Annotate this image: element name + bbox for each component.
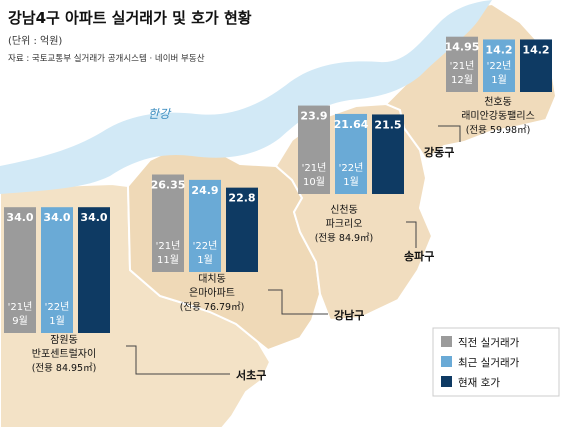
bar-value-label: 22.8 [228, 192, 255, 205]
group-complex-name: 파크리오 [326, 218, 363, 230]
leader-line-songpa [406, 221, 417, 248]
bar-date-label: '21년 [302, 162, 327, 174]
bar-value-label: 26.35 [151, 179, 186, 192]
bar-value-label: 14.95 [445, 41, 480, 54]
group-size-note: (전용 76.79㎡) [180, 302, 245, 313]
bar-value-label: 34.0 [80, 211, 107, 224]
legend-label: 현재 호가 [458, 377, 500, 389]
bars-layer: 34.0 '21년 9월 34.0 '22년 1월 34.0 26.35 '21년 11월 24.9… [4, 36, 552, 333]
group-area-name: 천호동 [484, 96, 512, 108]
legend-swatch [441, 336, 452, 347]
bar [335, 113, 367, 194]
bar-date-label: '22년 [339, 162, 364, 174]
group-area-name: 신천동 [330, 204, 358, 216]
bar-value-label: 24.9 [191, 184, 218, 197]
group-captions: 잠원동 반포센트럴자이 (전용 84.95㎡) 서초구 대치동 은마아파트 (전… [32, 96, 535, 382]
bar-date-label: 1월 [49, 315, 65, 327]
han-river [0, 0, 492, 194]
legend-label: 최근 실거래가 [458, 357, 520, 369]
bar-value-label: 23.9 [300, 110, 327, 123]
bar-date-label: 9월 [12, 315, 28, 327]
bar [483, 39, 515, 92]
group-size-note: (전용 59.98㎡) [466, 125, 531, 136]
bar-date-label: 1월 [197, 254, 213, 266]
group-size-note: (전용 84.9㎡) [315, 233, 374, 244]
bar-date-label: 1월 [491, 74, 507, 86]
district-label-songpa: 송파구 [404, 249, 434, 263]
bar [189, 179, 221, 272]
source-label: 자료 : 국토교통부 실거래가 공개시스템 · 네이버 부동산 [8, 53, 205, 64]
legend-swatch [441, 356, 452, 367]
bar-date-label: '21년 [8, 301, 33, 313]
legend-swatch [441, 376, 452, 387]
district-label-gangdong: 강동구 [424, 145, 454, 159]
bar-value-label: 21.5 [374, 118, 401, 131]
group-area-name: 대치동 [198, 273, 226, 285]
bar [372, 114, 404, 194]
bar-value-label: 14.2 [485, 43, 512, 56]
leader-lines [126, 125, 461, 375]
bar-value-label: 34.0 [43, 211, 70, 224]
chart-title: 강남4구 아파트 실거래가 및 호가 현황 [8, 9, 252, 27]
bar-value-label: 34.0 [6, 211, 33, 224]
bar [446, 36, 478, 92]
legend-box [432, 327, 560, 397]
bar [520, 39, 552, 92]
bar-date-label: 1월 [343, 176, 359, 188]
river-label: 한강 [148, 107, 172, 121]
leader-line-gangdong [438, 125, 461, 142]
district-label-gangnam: 강남구 [334, 308, 364, 322]
district-label-seocho: 서초구 [236, 368, 266, 382]
bar-date-label: 11월 [157, 254, 179, 266]
group-area-name: 잠원동 [50, 334, 78, 346]
leader-line-gangnam [268, 289, 328, 315]
bar-value-label: 14.2 [522, 43, 549, 56]
unit-label: (단위 : 억원) [8, 34, 62, 47]
bar-date-label: '21년 [156, 240, 181, 252]
bar [298, 105, 330, 194]
bar-value-label: 21.64 [334, 118, 369, 131]
bar [41, 207, 73, 333]
legend-label: 직전 실거래가 [458, 337, 520, 349]
group-size-note: (전용 84.95㎡) [32, 363, 97, 374]
group-complex-name: 은마아파트 [189, 287, 235, 299]
bar-date-label: '22년 [487, 60, 512, 72]
bar-date-label: 10월 [303, 176, 325, 188]
group-complex-name: 반포센트럴자이 [32, 347, 96, 360]
bar [4, 207, 36, 333]
leader-line-seocho [126, 345, 230, 375]
bar-date-label: '22년 [193, 240, 218, 252]
bar-date-label: '22년 [45, 301, 70, 313]
group-complex-name: 래미안강동팰리스 [461, 110, 535, 122]
bar [226, 187, 258, 272]
bar [78, 207, 110, 333]
bar-date-label: '21년 [450, 60, 475, 72]
bar [152, 174, 184, 272]
bar-date-label: 12월 [451, 74, 473, 86]
